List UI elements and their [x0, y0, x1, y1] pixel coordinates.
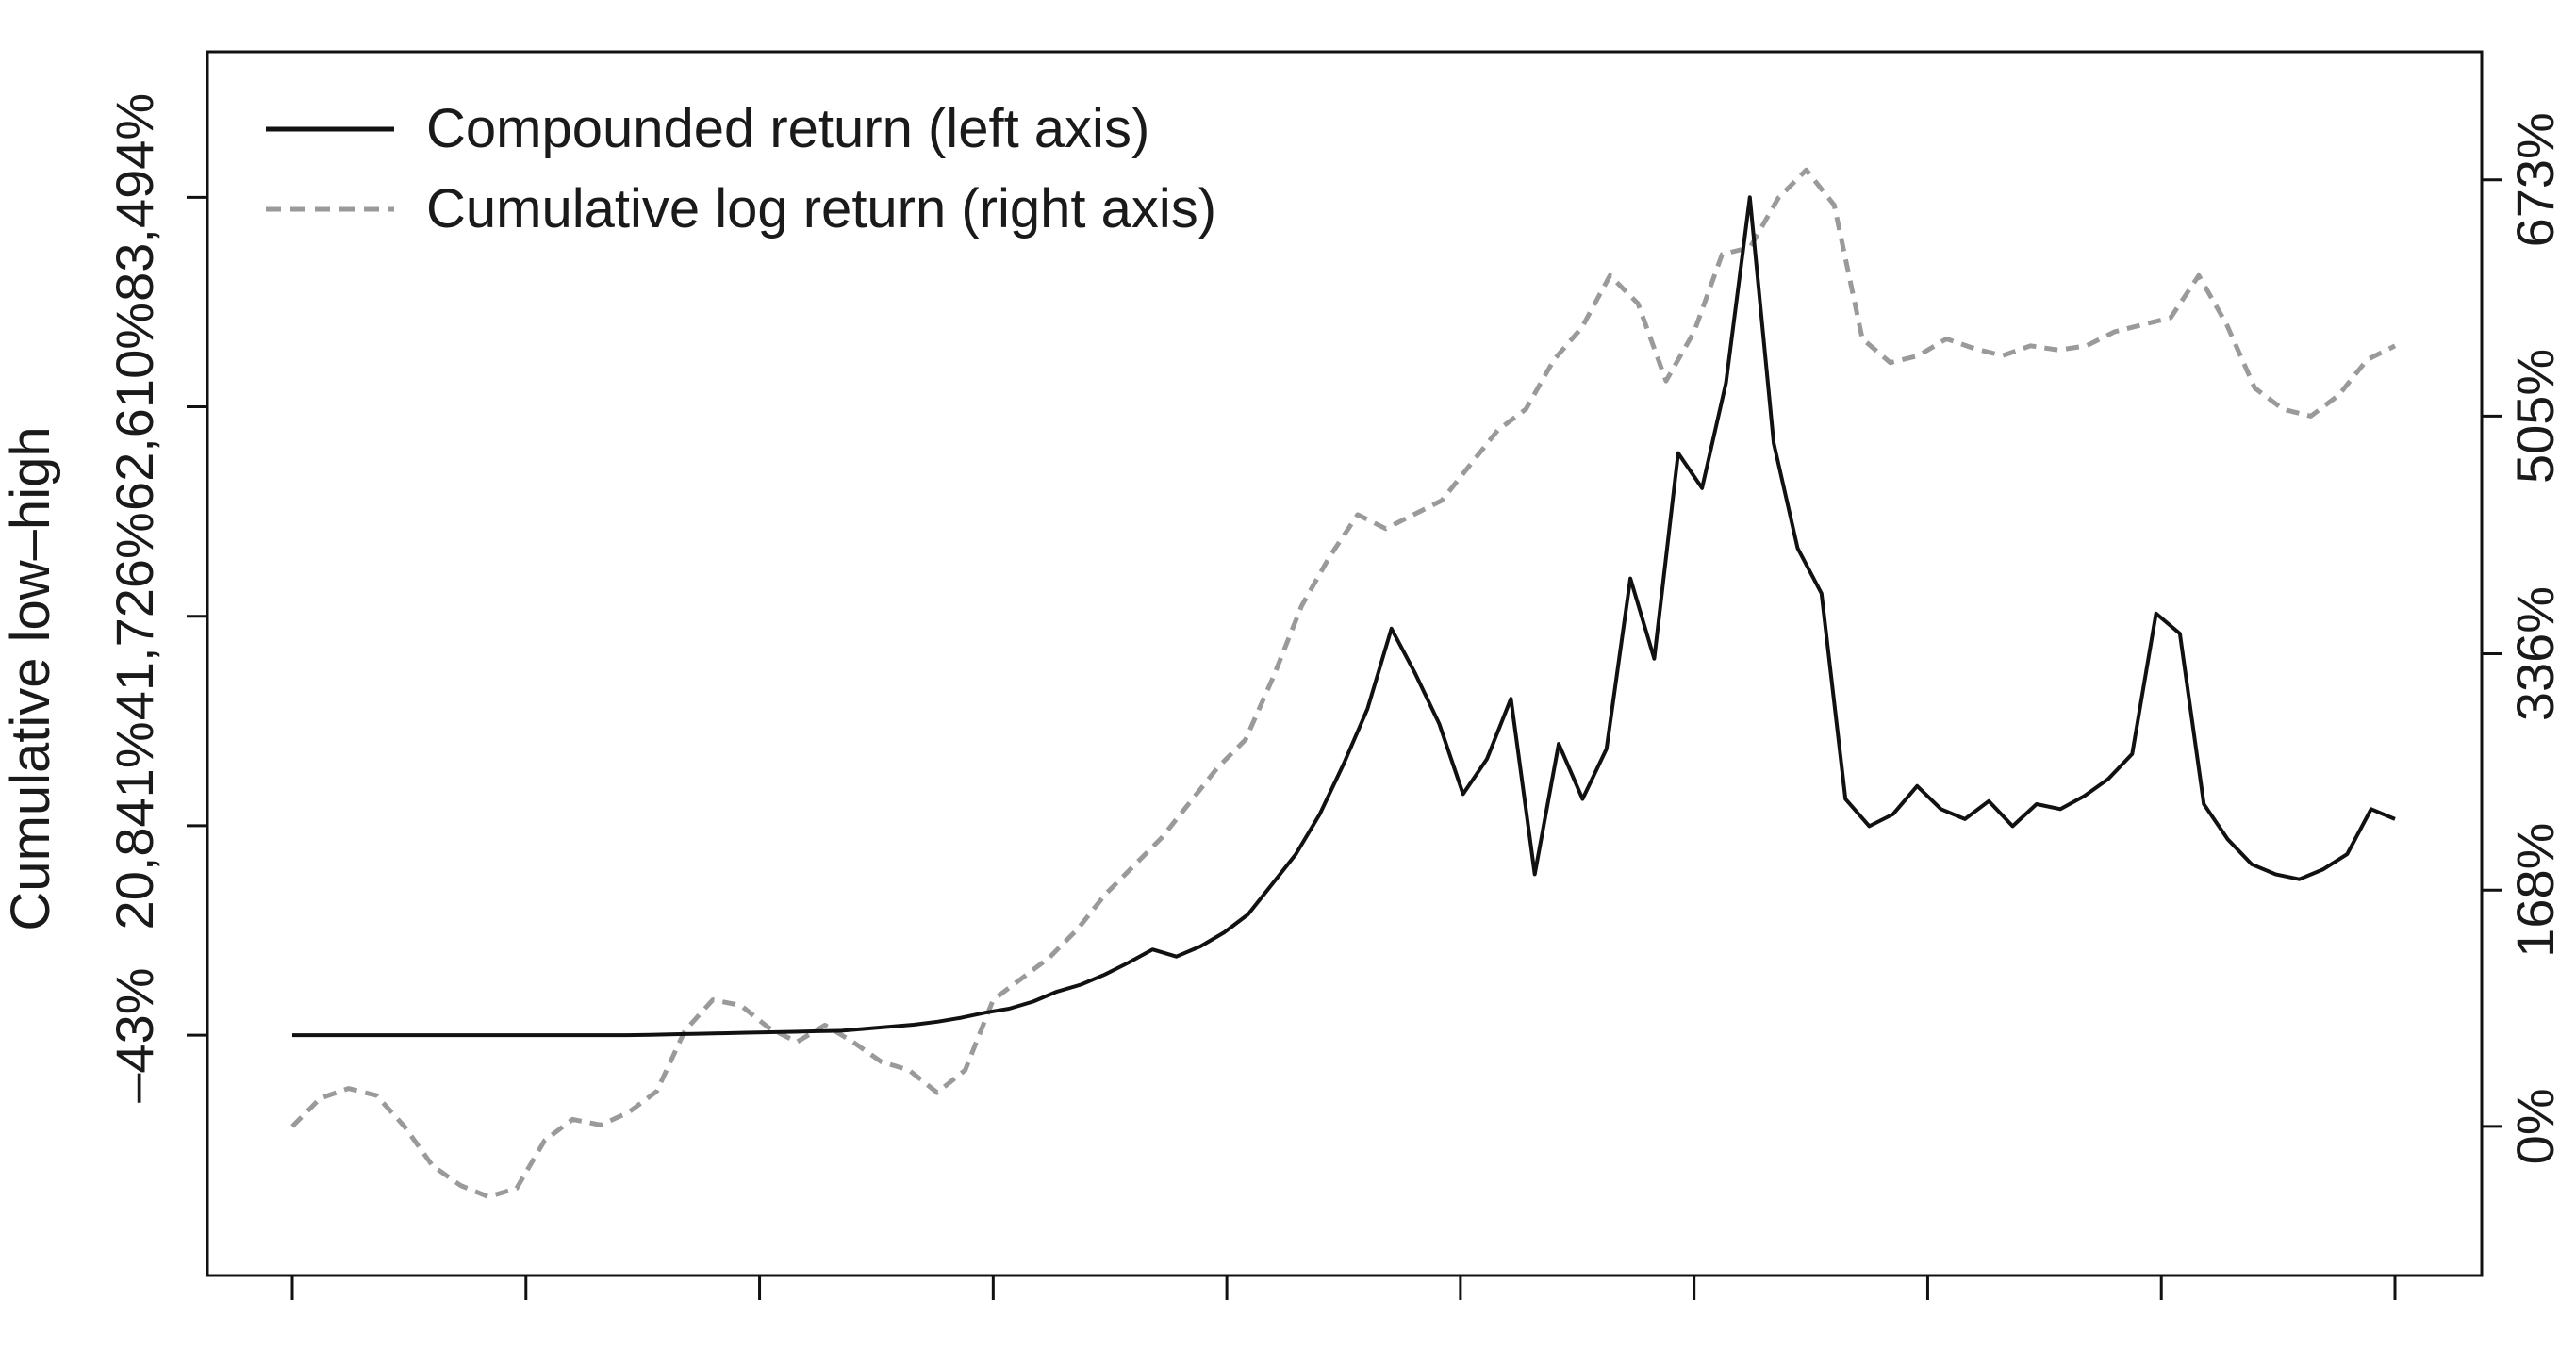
right-tick-label: 0% — [2505, 1088, 2565, 1164]
series-line-compounded-return — [292, 195, 2396, 1038]
x-axis — [290, 1275, 2397, 1300]
right-tick-label: 505% — [2505, 349, 2565, 484]
y-axis-label: Cumulative low–high — [0, 426, 61, 930]
left-tick-label: 20,841% — [105, 721, 164, 929]
left-tick-label: 83,494% — [105, 93, 164, 302]
right-tick-label: 336% — [2505, 586, 2565, 721]
right-axis: 0% 168% 336% 505% 673% — [2482, 112, 2565, 1164]
left-tick-label: 41,726% — [105, 512, 164, 720]
left-axis: –43% 20,841%41,726%62,610%83,494% — [105, 93, 207, 1103]
legend-label-cumulative-log: Cumulative log return (right axis) — [426, 178, 1216, 239]
legend: Compounded return (left axis) Cumulative… — [266, 98, 1216, 239]
right-tick-label: 168% — [2505, 823, 2565, 958]
legend-label-compounded: Compounded return (left axis) — [426, 98, 1149, 159]
left-tick-label: 62,610% — [105, 303, 164, 511]
right-tick-label: 673% — [2505, 112, 2565, 247]
left-tick-label: –43% — [105, 967, 164, 1102]
series-layer — [290, 167, 2397, 1199]
plot-area-frame — [206, 50, 2484, 1277]
series-line-cumulative-log-return — [290, 167, 2397, 1199]
